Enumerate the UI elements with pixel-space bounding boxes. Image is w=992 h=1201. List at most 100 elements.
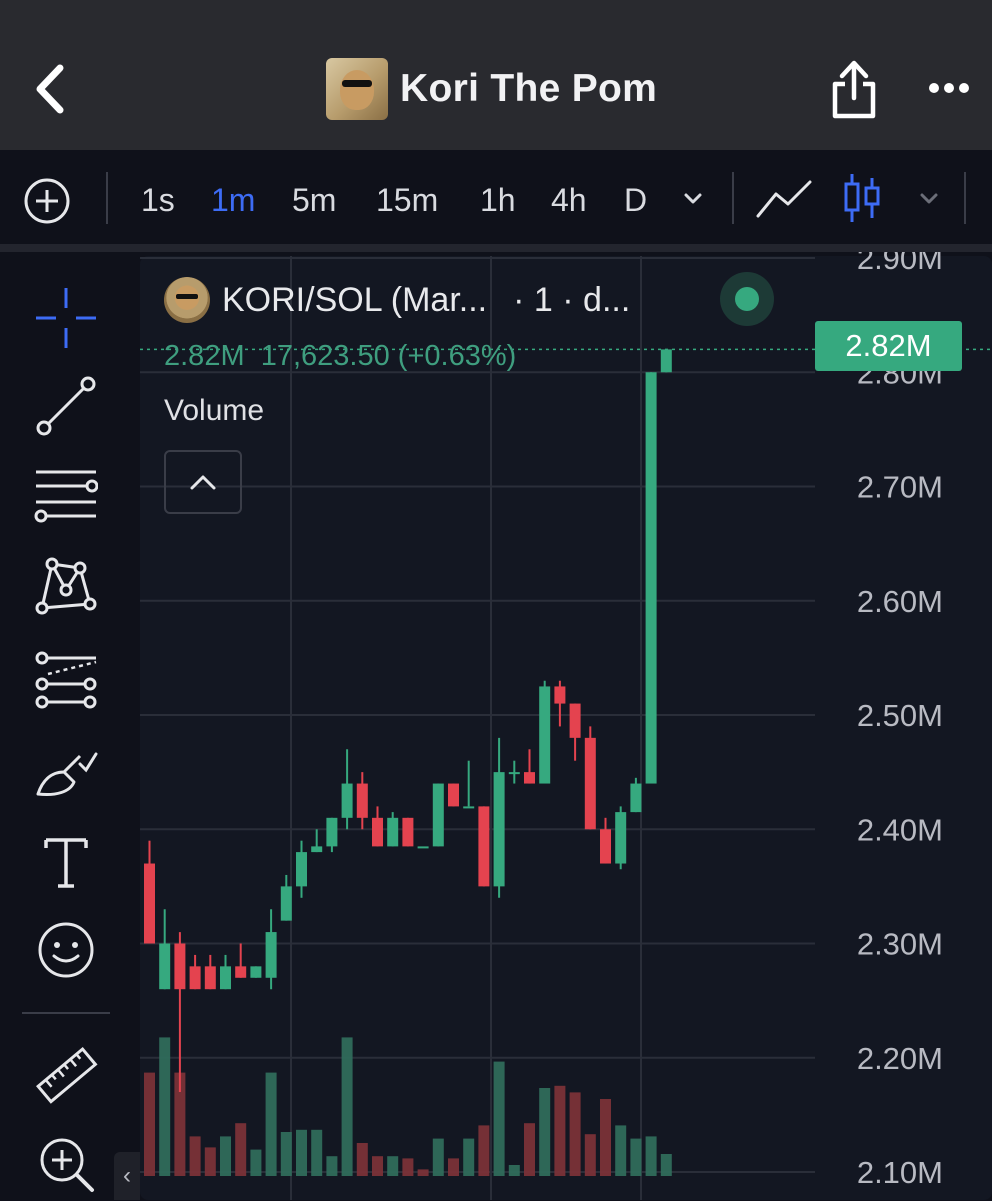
legend-change: 17,623.50 (+0.63%) xyxy=(260,340,517,372)
price-tick-label: 2.50M xyxy=(857,698,943,733)
candle-body xyxy=(372,817,383,847)
emoji-icon xyxy=(38,922,94,978)
symbol-name[interactable]: KORI/SOL (Mar... xyxy=(222,280,488,319)
price-tick-label: 2.60M xyxy=(857,584,943,619)
timeframe-4h[interactable]: 4h xyxy=(551,182,587,218)
symbol-interval: · 1 · d... xyxy=(513,280,631,319)
volume-bar xyxy=(189,1136,201,1176)
volume-bar xyxy=(174,1072,186,1176)
volume-bar xyxy=(645,1136,657,1176)
tools-divider xyxy=(22,1012,110,1014)
candle-body xyxy=(250,966,262,978)
volume-bar xyxy=(280,1132,292,1176)
volume-bar xyxy=(235,1123,247,1176)
zoom-in-tool[interactable] xyxy=(34,1132,98,1196)
toolbar-divider xyxy=(964,172,966,224)
volume-bar xyxy=(204,1147,216,1176)
brush-icon xyxy=(36,752,98,796)
volume-bar xyxy=(159,1037,171,1176)
volume-bar xyxy=(326,1156,338,1176)
more-button[interactable] xyxy=(924,70,974,106)
text-tool[interactable] xyxy=(34,830,98,894)
volume-bar xyxy=(311,1129,323,1176)
candle-body xyxy=(463,806,475,809)
volume-bar xyxy=(372,1156,383,1176)
volume-bar xyxy=(463,1138,475,1176)
token-title: Kori The Pom xyxy=(326,58,657,120)
back-button[interactable] xyxy=(28,60,78,118)
collapse-tools-button[interactable]: ‹ xyxy=(114,1152,140,1200)
volume-bar xyxy=(220,1136,231,1176)
line-chart-icon xyxy=(756,180,812,218)
share-icon xyxy=(832,60,876,119)
collapse-legend-button[interactable] xyxy=(164,450,242,514)
add-indicator-button[interactable] xyxy=(22,176,72,226)
volume-bar xyxy=(524,1123,535,1176)
volume-bar xyxy=(265,1072,277,1176)
candle-body xyxy=(600,829,611,864)
timeframe-5m[interactable]: 5m xyxy=(292,182,337,218)
volume-bar xyxy=(554,1085,566,1176)
horizontal-lines-tool[interactable] xyxy=(34,462,99,526)
candle-body xyxy=(448,783,459,807)
ruler-tool[interactable] xyxy=(34,1044,98,1108)
market-status-indicator[interactable] xyxy=(720,272,774,326)
timeframe-dropdown[interactable] xyxy=(678,184,708,219)
candle-body xyxy=(584,737,596,830)
line-chart-button[interactable] xyxy=(754,176,814,227)
candle-body xyxy=(432,783,444,847)
candle-body xyxy=(387,817,399,847)
volume-bar xyxy=(630,1138,642,1176)
price-chart[interactable]: 2.90M2.80M2.70M2.60M2.50M2.40M2.30M2.20M… xyxy=(131,252,992,1200)
timeframe-1h[interactable]: 1h xyxy=(480,182,516,218)
candle-body xyxy=(220,966,231,990)
price-tick-label: 2.10M xyxy=(857,1155,943,1190)
candle-body xyxy=(660,349,672,373)
timeframe-1s[interactable]: 1s xyxy=(141,182,175,218)
chart-toolbar: 1s 1m 5m 15m 1h 4h D xyxy=(0,150,992,246)
volume-bar xyxy=(508,1165,520,1176)
chevron-left-small-icon: ‹ xyxy=(123,1162,131,1189)
candle-body xyxy=(508,772,520,775)
volume-bar xyxy=(615,1125,627,1176)
brush-tool[interactable] xyxy=(34,742,98,806)
candlestick-button[interactable] xyxy=(840,170,884,231)
volume-bar xyxy=(569,1092,581,1176)
candle-body xyxy=(417,846,429,849)
candle-body xyxy=(204,966,216,990)
crosshair-tool[interactable] xyxy=(34,286,98,350)
trend-line-tool[interactable] xyxy=(34,374,98,438)
timeframe-15m[interactable]: 15m xyxy=(376,182,439,218)
candle-body xyxy=(326,817,338,847)
emoji-tool[interactable] xyxy=(34,918,98,982)
candle-body xyxy=(493,772,505,887)
candle-body xyxy=(144,863,155,944)
candle-body xyxy=(265,932,277,978)
timeframe-1m[interactable]: 1m xyxy=(211,182,256,218)
timeframe-d[interactable]: D xyxy=(624,182,648,218)
chevron-down-icon xyxy=(684,193,702,204)
candle-body xyxy=(630,783,642,813)
fib-tool[interactable] xyxy=(34,648,98,712)
chevron-down-icon xyxy=(920,193,938,204)
pattern-tool[interactable] xyxy=(34,554,98,618)
chart-overlay: KORI/SOL (Mar... · 1 · d... 2.82M 17,623… xyxy=(140,256,992,1200)
volume-bar xyxy=(493,1061,505,1176)
chart-type-dropdown[interactable] xyxy=(914,184,944,219)
volume-indicator-label[interactable]: Volume xyxy=(164,394,265,427)
share-button[interactable] xyxy=(826,56,882,122)
price-tick-label: 2.70M xyxy=(857,470,943,505)
trend-line-icon xyxy=(36,376,96,436)
legend-price: 2.82M xyxy=(164,340,245,372)
candle-body xyxy=(478,806,490,887)
volume-bar xyxy=(356,1143,368,1176)
price-tick-label: 2.90M xyxy=(857,252,943,276)
more-horizontal-icon xyxy=(929,83,969,93)
live-dot-icon xyxy=(735,287,759,311)
volume-bar xyxy=(448,1158,459,1176)
volume-bar xyxy=(402,1158,414,1176)
drawing-tools-panel xyxy=(0,252,133,1200)
candle-body xyxy=(296,852,307,887)
volume-bar xyxy=(144,1072,155,1176)
chevron-left-icon xyxy=(36,64,64,114)
